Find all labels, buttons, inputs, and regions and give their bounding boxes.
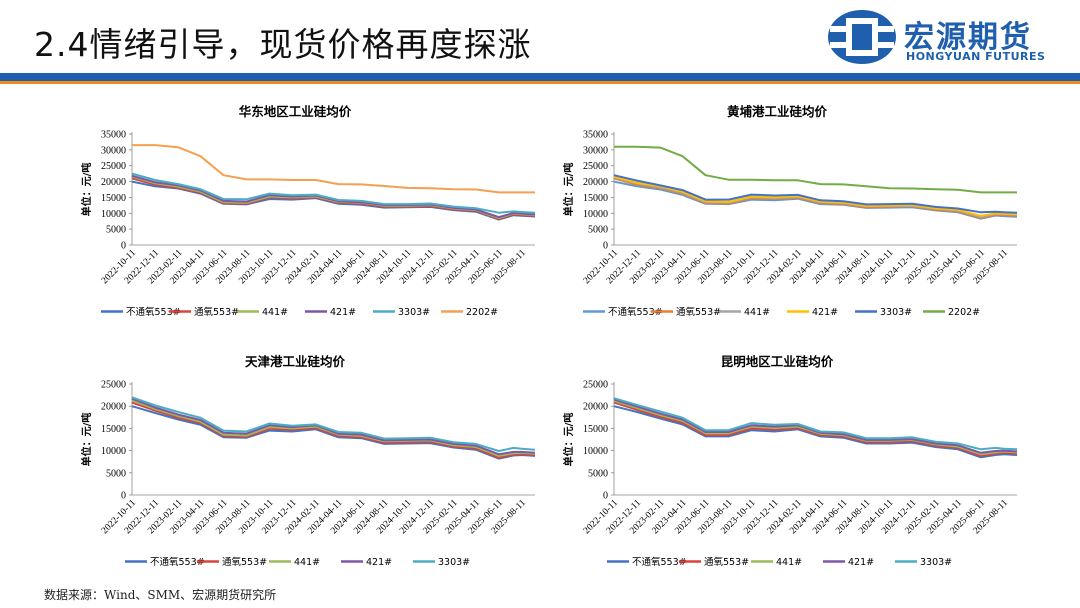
logo-emblem-icon bbox=[828, 10, 896, 64]
legend-label-1: 不通氧553# bbox=[150, 556, 205, 568]
y-tick-label: 30000 bbox=[101, 145, 126, 156]
series-line-4 bbox=[613, 398, 1018, 454]
legend-label-3: 441# bbox=[744, 307, 770, 318]
y-tick-label: 15000 bbox=[101, 193, 126, 204]
y-axis-label: 单位：元/吨 bbox=[80, 413, 93, 467]
y-tick-label: 5000 bbox=[588, 225, 608, 236]
legend-label-6: 2202# bbox=[948, 307, 980, 318]
y-tick-label: 15000 bbox=[101, 424, 126, 435]
chart-panel-tianjin: 天津港工业硅均价 单位：元/吨 0 5000 10000 15000 20000 25000 2… bbox=[80, 350, 550, 580]
legend-label-2: 通氧553# bbox=[704, 556, 749, 568]
series-line-6 bbox=[132, 144, 535, 194]
y-tick-label: 15000 bbox=[583, 424, 608, 435]
y-tick-label: 20000 bbox=[583, 177, 608, 188]
y-tick-label: 35000 bbox=[101, 130, 126, 141]
legend-label-3: 441# bbox=[294, 557, 320, 568]
y-tick-label: 0 bbox=[603, 241, 608, 252]
logo-english-text: HONGYUAN FUTURES bbox=[906, 50, 1046, 63]
legend-label-1: 不通氧553# bbox=[608, 306, 663, 318]
legend-label-3: 441# bbox=[776, 557, 802, 568]
legend-label-2: 通氧553# bbox=[222, 556, 267, 568]
y-tick-label: 15000 bbox=[583, 193, 608, 204]
legend-label-2: 通氧553# bbox=[194, 306, 239, 318]
series-line-3 bbox=[613, 399, 1018, 456]
series-line-3 bbox=[131, 399, 536, 457]
chart-panel-east-china: 华东地区工业硅均价单位：元/吨 0 5000 10000 15000 20000 25000… bbox=[80, 100, 550, 330]
data-source-note: 数据来源：Wind、SMM、宏源期货研究所 bbox=[44, 588, 277, 602]
y-axis-label: 单位：元/吨 bbox=[562, 163, 575, 217]
legend-label-5: 3303# bbox=[438, 557, 470, 568]
series-line-4 bbox=[131, 174, 536, 219]
legend-label-2: 通氧553# bbox=[676, 306, 721, 318]
chart-tianjin: 天津港工业硅均价单位：元/吨05000100001500020000250002… bbox=[80, 354, 536, 568]
y-tick-label: 5000 bbox=[588, 468, 608, 479]
y-axis-label: 单位：元/吨 bbox=[562, 413, 575, 467]
y-axis-label: 单位：元/吨 bbox=[80, 163, 93, 217]
header-blue-rule bbox=[0, 73, 1080, 81]
page-title: 2.4情绪引导，现货价格再度探涨 bbox=[34, 25, 532, 64]
logo-chinese-text: 宏源期货 bbox=[904, 20, 1032, 55]
header-orange-rule bbox=[0, 81, 1080, 84]
y-tick-label: 10000 bbox=[101, 209, 126, 220]
y-tick-label: 30000 bbox=[583, 145, 608, 156]
legend-label-5: 3303# bbox=[880, 307, 912, 318]
y-tick-label: 5000 bbox=[106, 468, 126, 479]
y-tick-label: 25000 bbox=[101, 161, 126, 172]
y-tick-label: 25000 bbox=[583, 380, 608, 391]
y-tick-label: 5000 bbox=[106, 225, 126, 236]
company-logo: 宏源期货 HONGYUAN FUTURES bbox=[826, 8, 1076, 68]
y-tick-label: 10000 bbox=[583, 446, 608, 457]
y-tick-label: 20000 bbox=[101, 177, 126, 188]
y-tick-label: 20000 bbox=[101, 402, 126, 413]
chart-title: 天津港工业硅均价 bbox=[245, 354, 346, 369]
chart-title: 黄埔港工业硅均价 bbox=[727, 104, 828, 119]
chart-panel-kunming: 昆明地区工业硅均价单位：元/吨 0 5000 10000 15000 20000 25000… bbox=[562, 350, 1032, 580]
series-line-1 bbox=[613, 405, 1018, 459]
chart-title: 华东地区工业硅均价 bbox=[239, 104, 352, 119]
series-line-4 bbox=[131, 397, 536, 456]
series-line-5 bbox=[131, 396, 536, 452]
y-tick-label: 10000 bbox=[101, 446, 126, 457]
chart-title: 昆明地区工业硅均价 bbox=[721, 354, 834, 369]
series-line-2 bbox=[131, 401, 536, 459]
slide-header: 2.4情绪引导，现货价格再度探涨 宏源期货 HONGYUAN FUTURES bbox=[0, 0, 1080, 88]
y-tick-label: 0 bbox=[121, 241, 126, 252]
y-tick-label: 20000 bbox=[583, 402, 608, 413]
series-line-5 bbox=[613, 174, 1018, 214]
series-line-4 bbox=[613, 175, 1018, 217]
y-tick-label: 0 bbox=[603, 491, 608, 502]
y-tick-label: 25000 bbox=[101, 380, 126, 391]
legend-label-1: 不通氧553# bbox=[632, 556, 687, 568]
series-line-6 bbox=[614, 145, 1017, 194]
y-tick-label: 0 bbox=[121, 491, 126, 502]
series-line-5 bbox=[613, 397, 1018, 451]
legend-label-6: 2202# bbox=[466, 307, 498, 318]
legend-label-5: 3303# bbox=[920, 557, 952, 568]
legend-label-4: 421# bbox=[366, 557, 392, 568]
y-tick-label: 10000 bbox=[583, 209, 608, 220]
y-tick-label: 25000 bbox=[583, 161, 608, 172]
legend-label-4: 421# bbox=[848, 557, 874, 568]
legend-label-5: 3303# bbox=[398, 307, 430, 318]
series-line-5 bbox=[131, 172, 536, 214]
legend-label-3: 441# bbox=[262, 307, 288, 318]
legend-label-4: 421# bbox=[812, 307, 838, 318]
legend-label-4: 421# bbox=[330, 307, 356, 318]
y-tick-label: 35000 bbox=[583, 130, 608, 141]
chart-panel-huangpu: 黄埔港工业硅均价单位：元/吨 0 5000 10000 15000 20000 25000 3… bbox=[562, 100, 1032, 330]
series-line-2 bbox=[613, 401, 1018, 457]
legend-label-1: 不通氧553# bbox=[126, 306, 181, 318]
